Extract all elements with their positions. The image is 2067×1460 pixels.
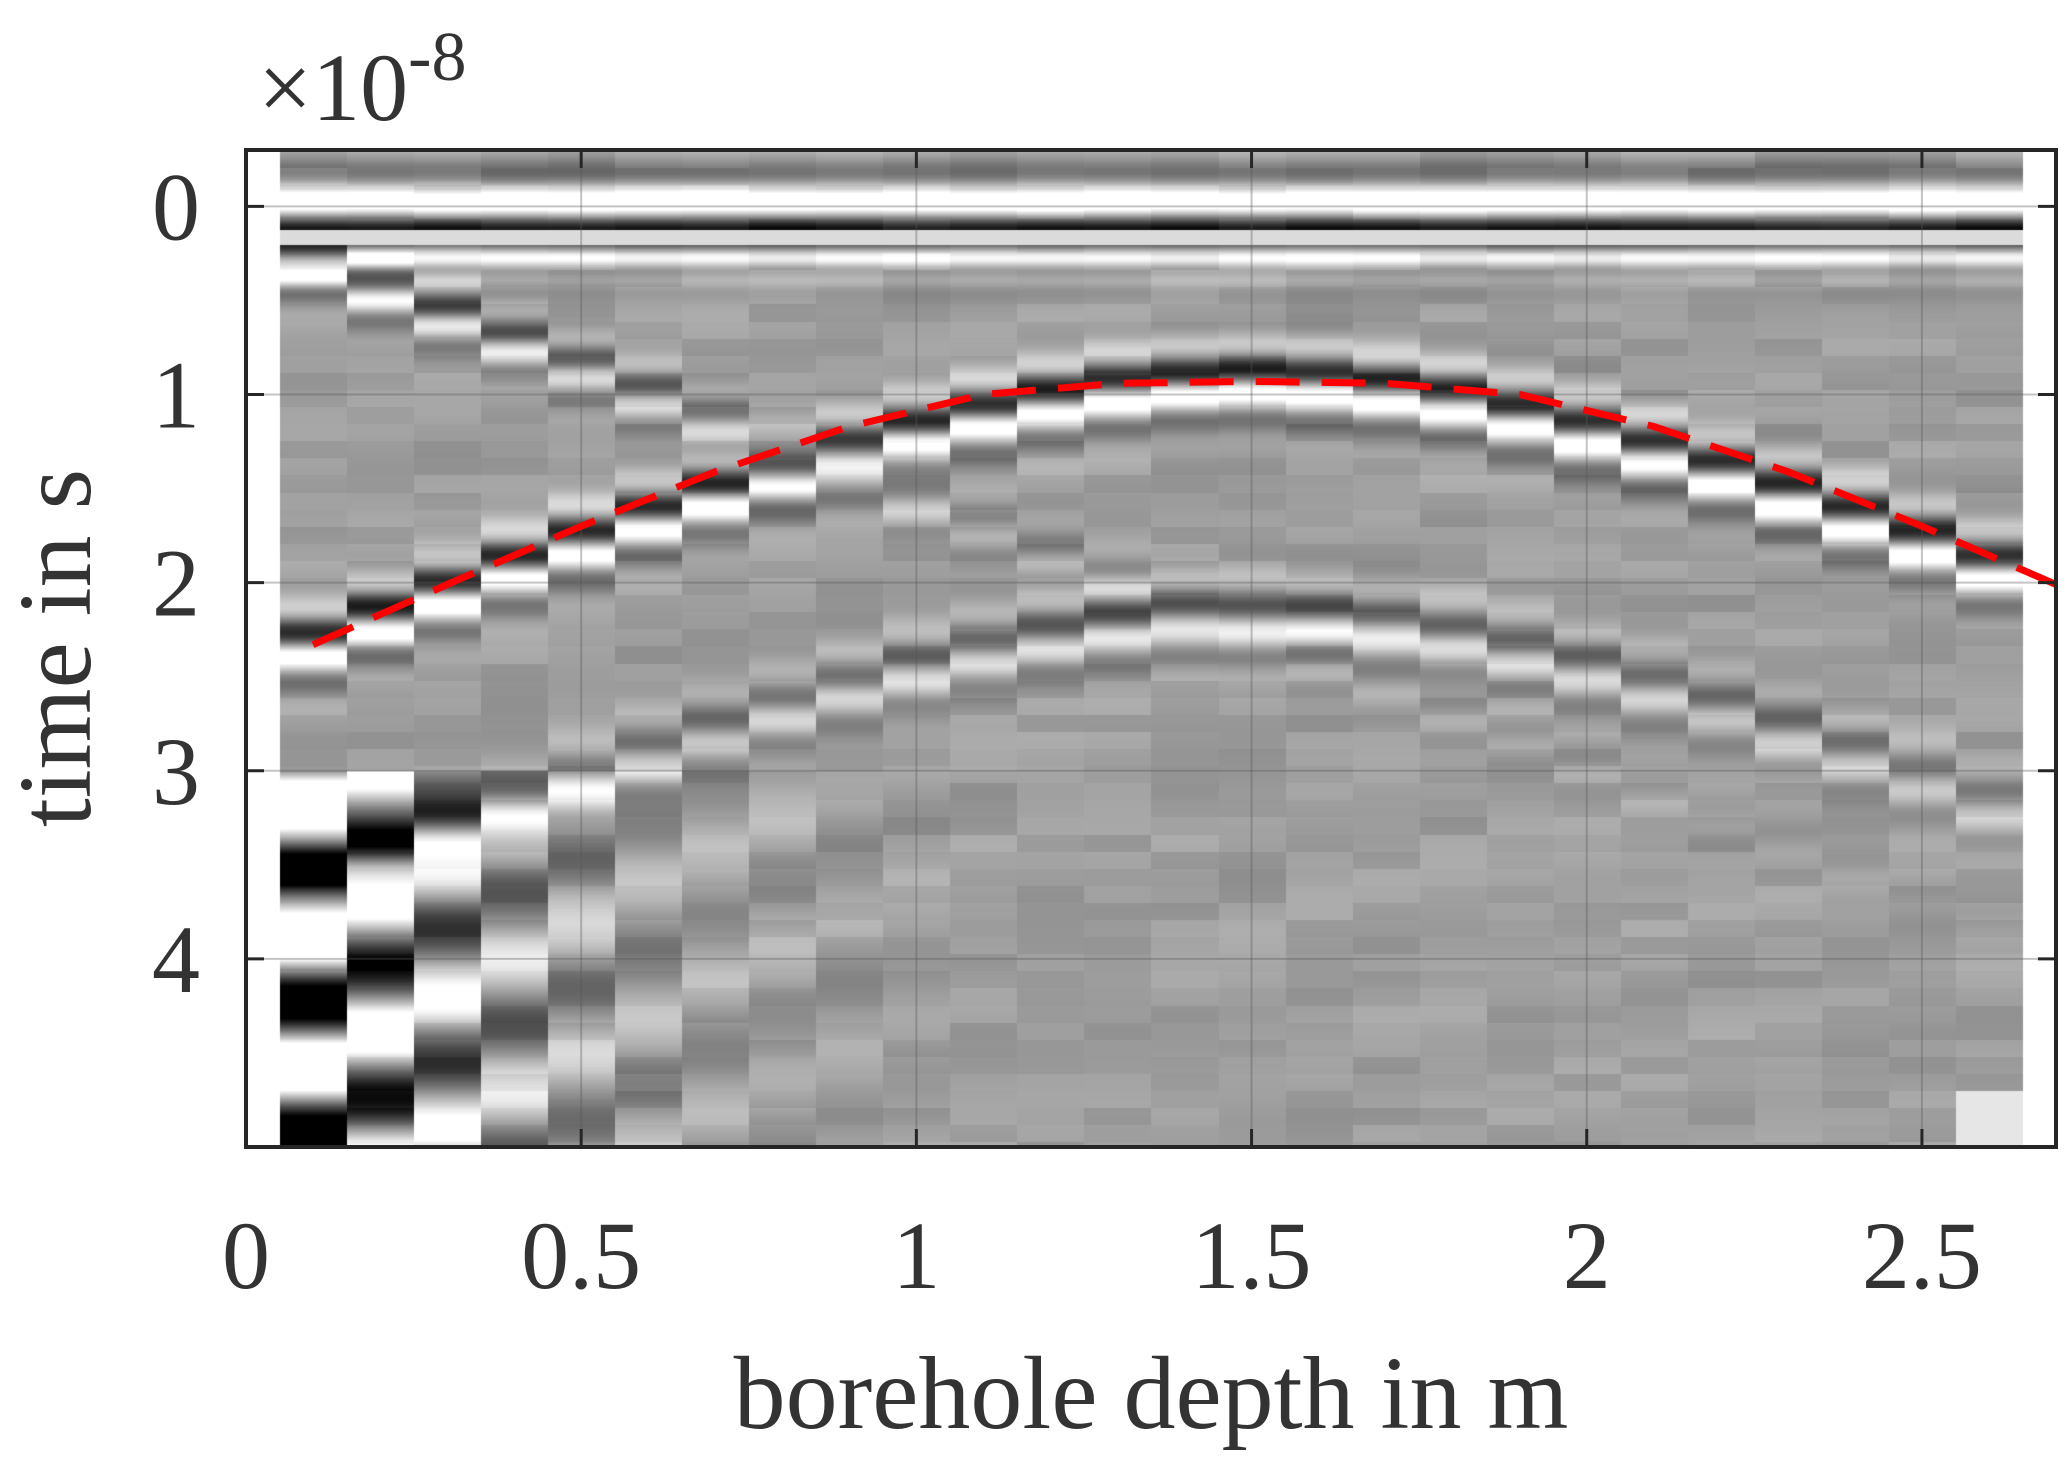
- axes-frame: [244, 148, 2058, 1149]
- x-tick-label: 2: [1563, 1202, 1611, 1309]
- grid-lines: [245, 150, 2056, 1147]
- tick-marks: [244, 150, 2056, 1147]
- x-tick-label: 2.5: [1862, 1202, 1982, 1309]
- y-tick-label: 4: [152, 906, 200, 1013]
- y-tick-label: 3: [152, 718, 200, 825]
- hyperbola-fit-line: [311, 377, 2058, 648]
- x-axis-label: borehole depth in m: [734, 1336, 1569, 1451]
- y-tick-label: 0: [152, 153, 200, 260]
- x-tick-labels: 0 0.5 1 1.5 2 2.5: [222, 1202, 1982, 1309]
- x-tick-label: 0.5: [521, 1202, 641, 1309]
- y-axis-label: time in s: [0, 469, 113, 827]
- y-exponent-label: ×10-8: [258, 19, 466, 141]
- x-tick-label: 0: [222, 1202, 270, 1309]
- y-tick-label: 2: [152, 530, 200, 637]
- x-tick-label: 1: [892, 1202, 940, 1309]
- y-tick-label: 1: [152, 342, 200, 449]
- y-tick-labels: 0 1 2 3 4: [152, 153, 200, 1012]
- x-tick-label: 1.5: [1192, 1202, 1312, 1309]
